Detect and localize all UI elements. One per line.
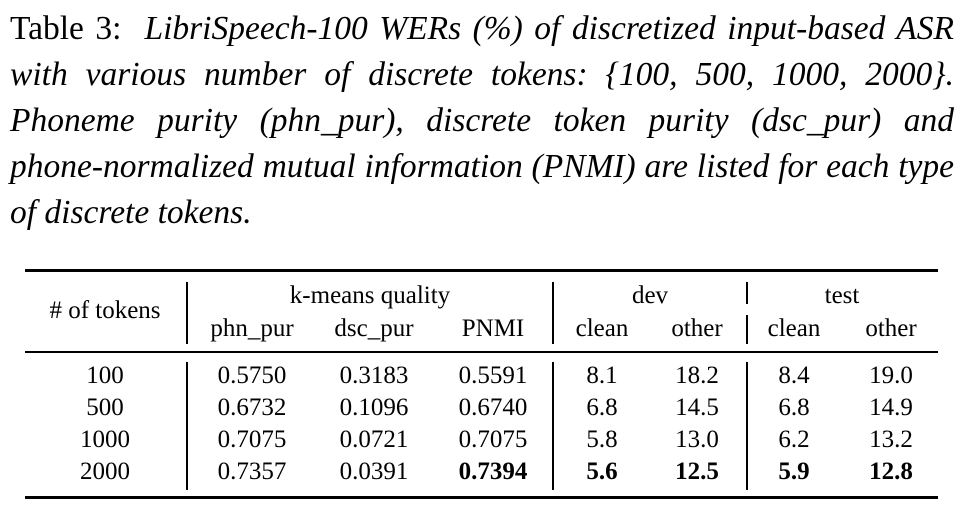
- table-row-0-dev-clean: 8.1: [586, 362, 618, 389]
- top-rule: [25, 269, 938, 272]
- table-row-1-pnmi: 0.6740: [458, 394, 528, 421]
- table-row-2-dsc-pur: 0.0721: [339, 426, 409, 453]
- header-kmeans-group: k-means quality: [289, 282, 451, 309]
- header-pnmi: PNMI: [461, 315, 525, 342]
- caption-token-set: {100, 500, 1000, 2000}: [605, 56, 946, 93]
- table-row-1-tokens: 500: [86, 394, 124, 421]
- header-phn-pur: phn_pur: [210, 315, 294, 342]
- table-row-0-dev-other: 18.2: [675, 362, 719, 389]
- table-row-2-dev-other: 13.0: [675, 426, 719, 453]
- table-caption: Table 3: LibriSpeech-100 WERs (%) of dis…: [10, 6, 954, 236]
- header-divider-2: [552, 282, 554, 344]
- mid-rule: [25, 351, 938, 353]
- table-row-0-test-clean: 8.4: [778, 362, 810, 389]
- table-row-1-test-clean: 6.8: [778, 394, 810, 421]
- table-row-1-test-other: 14.9: [869, 394, 913, 421]
- table-row-1-dev-other: 14.5: [675, 394, 719, 421]
- header-divider-1: [186, 282, 188, 344]
- body-divider-1: [186, 362, 188, 490]
- table-row-0-pnmi: 0.5591: [458, 362, 528, 389]
- table-row-2-tokens: 1000: [80, 426, 130, 453]
- table-row-3-test-other-best: 12.8: [869, 458, 913, 485]
- table-row-2-phn-pur: 0.7075: [217, 426, 287, 453]
- table-row-3-pnmi-best: 0.7394: [458, 458, 528, 485]
- body-divider-2: [552, 362, 554, 490]
- table-row-1-dsc-pur: 0.1096: [339, 394, 409, 421]
- bottom-rule: [25, 496, 938, 499]
- table-row-1-phn-pur: 0.6732: [217, 394, 287, 421]
- header-test-group: test: [824, 282, 860, 309]
- table-row-0-test-other: 19.0: [869, 362, 913, 389]
- header-dsc-pur: dsc_pur: [334, 315, 414, 342]
- header-test-other: other: [865, 315, 917, 342]
- table-row-0-dsc-pur: 0.3183: [339, 362, 409, 389]
- table-row-1-dev-clean: 6.8: [586, 394, 618, 421]
- caption-text-1: LibriSpeech-100 WERs (%) of discretized …: [10, 10, 954, 93]
- header-dev-other: other: [671, 315, 723, 342]
- header-dev-group: dev: [631, 282, 669, 309]
- table-row-3-dev-clean-best: 5.6: [586, 458, 618, 485]
- caption-text-2: . Phoneme purity (phn_pur), discrete tok…: [10, 56, 955, 231]
- table-row-0-tokens: 100: [86, 362, 124, 389]
- table-row-3-tokens: 2000: [80, 458, 130, 485]
- header-tokens: # of tokens: [49, 297, 161, 324]
- header-dev-clean: clean: [575, 315, 629, 342]
- table-row-2-test-other: 13.2: [869, 426, 913, 453]
- table-row-2-test-clean: 6.2: [778, 426, 810, 453]
- header-test-clean: clean: [767, 315, 821, 342]
- header-divider-3a: [746, 282, 748, 304]
- header-divider-3b: [746, 315, 748, 344]
- body-divider-3: [746, 362, 748, 490]
- table-row-3-test-clean-best: 5.9: [778, 458, 810, 485]
- table-row-2-pnmi: 0.7075: [458, 426, 528, 453]
- caption-label: Table 3:: [10, 10, 122, 47]
- table-row-3-dev-other-best: 12.5: [675, 458, 719, 485]
- table-row-0-phn-pur: 0.5750: [217, 362, 287, 389]
- table-row-2-dev-clean: 5.8: [586, 426, 618, 453]
- table-row-3-phn-pur: 0.7357: [217, 458, 287, 485]
- table-row-3-dsc-pur: 0.0391: [339, 458, 409, 485]
